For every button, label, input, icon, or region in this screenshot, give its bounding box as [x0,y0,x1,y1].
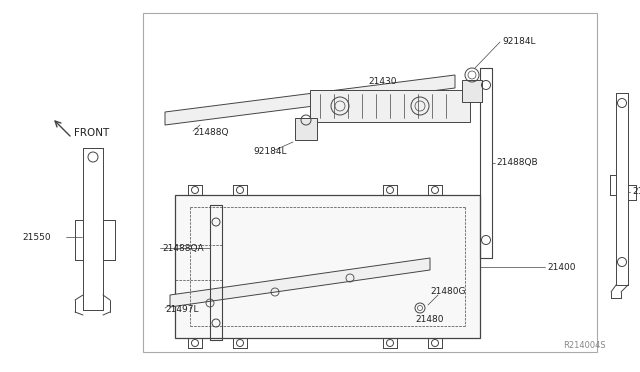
Polygon shape [165,75,455,125]
Text: 21430: 21430 [368,77,397,87]
Text: 21480G: 21480G [430,288,465,296]
Bar [143,13,597,352]
Text: 21400: 21400 [547,263,575,272]
Text: 92184L: 92184L [502,36,536,45]
Text: 21497L: 21497L [165,305,198,314]
Bar [462,80,482,102]
Text: 21550: 21550 [22,232,51,241]
Bar [175,195,480,338]
Text: 21555: 21555 [632,187,640,196]
Text: FRONT: FRONT [74,128,109,138]
Text: 21488QA: 21488QA [162,244,204,253]
Bar [310,90,470,122]
Text: 21488Q: 21488Q [193,128,228,138]
Polygon shape [170,258,430,307]
Text: 92184L: 92184L [253,148,287,157]
Bar [295,118,317,140]
Text: R214004S: R214004S [563,340,605,350]
Text: 21480: 21480 [415,315,444,324]
Text: 21488QB: 21488QB [496,158,538,167]
